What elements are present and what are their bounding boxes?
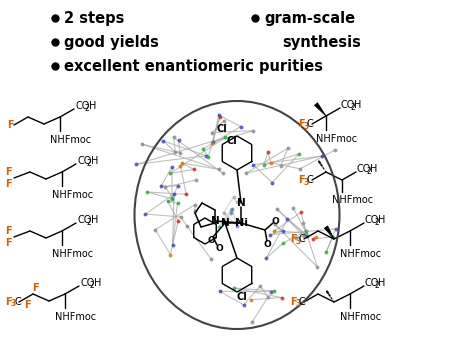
- Text: N: N: [210, 216, 219, 226]
- Text: 3: 3: [10, 300, 16, 308]
- Text: F: F: [298, 175, 305, 185]
- Text: F: F: [5, 297, 12, 307]
- Text: 2: 2: [366, 166, 371, 176]
- Text: NHFmoc: NHFmoc: [340, 249, 381, 259]
- Text: F: F: [290, 234, 297, 244]
- Text: F: F: [5, 179, 11, 189]
- Text: H: H: [371, 164, 378, 174]
- Text: 3: 3: [303, 177, 309, 186]
- Text: NHFmoc: NHFmoc: [332, 195, 373, 205]
- Text: Cl: Cl: [237, 292, 247, 302]
- Text: gram-scale: gram-scale: [264, 10, 355, 25]
- Text: C: C: [299, 297, 306, 307]
- Text: H: H: [379, 278, 386, 288]
- Text: CO: CO: [341, 100, 356, 110]
- Text: CO: CO: [365, 215, 379, 225]
- Text: F: F: [290, 297, 297, 307]
- Text: H: H: [91, 156, 98, 166]
- Text: NHFmoc: NHFmoc: [340, 312, 381, 322]
- Text: excellent enantiomeric purities: excellent enantiomeric purities: [64, 59, 323, 74]
- Text: C: C: [14, 297, 21, 307]
- Text: 2: 2: [374, 217, 379, 226]
- Text: N: N: [237, 198, 246, 208]
- Text: 3: 3: [295, 236, 301, 246]
- Polygon shape: [324, 226, 334, 239]
- Text: F: F: [24, 300, 30, 310]
- Text: 3: 3: [295, 300, 301, 308]
- Text: C: C: [299, 234, 306, 244]
- Text: F: F: [298, 119, 305, 129]
- Text: O: O: [263, 240, 271, 248]
- Text: NHFmoc: NHFmoc: [50, 135, 91, 145]
- Text: F: F: [5, 167, 11, 177]
- Text: 2: 2: [86, 159, 91, 167]
- Text: Cl: Cl: [227, 136, 237, 146]
- Text: O: O: [215, 243, 223, 252]
- Text: 2: 2: [374, 281, 379, 290]
- Text: CO: CO: [77, 156, 91, 166]
- Text: CO: CO: [80, 278, 94, 288]
- Text: synthesis: synthesis: [282, 35, 361, 50]
- Text: C: C: [307, 119, 314, 129]
- Text: NHFmoc: NHFmoc: [316, 134, 357, 144]
- Text: NHFmoc: NHFmoc: [52, 249, 93, 259]
- Text: H: H: [91, 215, 98, 225]
- Text: 2: 2: [84, 104, 89, 112]
- Text: Ni: Ni: [235, 218, 247, 228]
- Text: NHFmoc: NHFmoc: [55, 312, 96, 322]
- Text: N: N: [220, 218, 229, 228]
- Text: CO: CO: [75, 101, 90, 111]
- Text: F: F: [7, 120, 13, 130]
- Polygon shape: [314, 103, 326, 116]
- Text: H: H: [355, 100, 362, 110]
- Text: good yields: good yields: [64, 35, 159, 50]
- Text: 2 steps: 2 steps: [64, 10, 124, 25]
- Text: H: H: [89, 101, 96, 111]
- Text: C: C: [307, 175, 314, 185]
- Text: 2: 2: [90, 281, 94, 290]
- Text: F: F: [5, 226, 11, 236]
- Text: Cl: Cl: [217, 124, 228, 134]
- Text: NHFmoc: NHFmoc: [52, 190, 93, 200]
- Text: CO: CO: [77, 215, 91, 225]
- Text: O: O: [207, 236, 215, 245]
- Text: 2: 2: [86, 217, 91, 226]
- Text: 2: 2: [350, 102, 355, 111]
- Text: 3: 3: [303, 121, 309, 131]
- Text: H: H: [93, 278, 101, 288]
- Text: F: F: [5, 238, 11, 248]
- Text: F: F: [32, 283, 38, 293]
- Text: H: H: [379, 215, 386, 225]
- Text: CO: CO: [357, 164, 371, 174]
- Text: O: O: [271, 216, 279, 226]
- Text: CO: CO: [365, 278, 379, 288]
